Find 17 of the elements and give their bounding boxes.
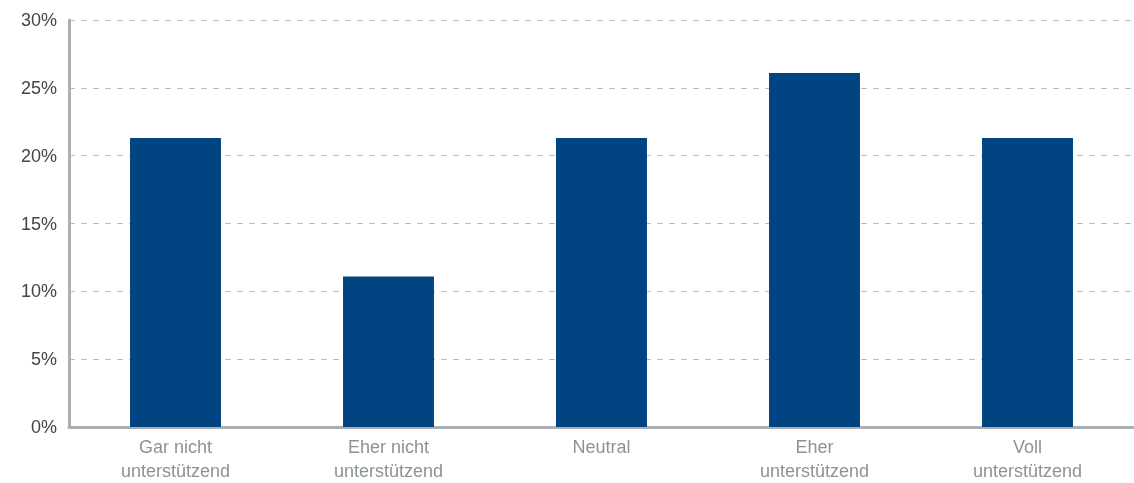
x-tick-label: Eher nicht unterstützend bbox=[333, 437, 444, 481]
y-tick-label: 0% bbox=[30, 417, 57, 437]
y-tick-label: 20% bbox=[20, 145, 57, 166]
x-tick-label: Eher unterstützend bbox=[759, 437, 870, 481]
bar bbox=[769, 72, 860, 427]
x-tick-label: Gar nicht unterstützend bbox=[120, 437, 231, 481]
x-tick-label: Voll unterstützend bbox=[972, 437, 1083, 481]
y-tick-label: 5% bbox=[30, 349, 57, 370]
y-tick-label: 30% bbox=[20, 10, 57, 30]
y-tick-label: 25% bbox=[20, 77, 57, 98]
bar bbox=[130, 138, 221, 427]
y-tick-label: 15% bbox=[20, 213, 57, 234]
x-tick-label: Neutral bbox=[572, 437, 631, 457]
bar bbox=[556, 138, 647, 427]
y-tick-label: 10% bbox=[20, 281, 57, 302]
bar bbox=[343, 276, 434, 427]
bar bbox=[982, 138, 1073, 427]
